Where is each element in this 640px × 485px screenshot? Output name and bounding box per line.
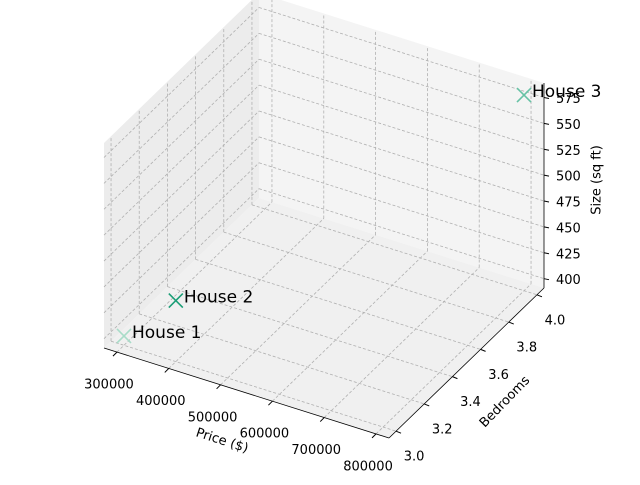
y-tick [480, 348, 486, 352]
data-point [516, 87, 532, 103]
z-tick-label: 425 [556, 247, 581, 262]
x-tick-label: 700000 [291, 443, 341, 458]
x-axis-line [103, 347, 390, 439]
grid-line [103, 188, 260, 339]
marker-stroke [168, 292, 184, 309]
z-tick-label: 525 [556, 144, 581, 159]
x-tick-label: 600000 [240, 427, 290, 442]
z-tick-label: 475 [556, 196, 581, 211]
y-tick-label: 3.4 [460, 395, 481, 410]
z-tick [543, 174, 550, 177]
z-tick-label: 550 [556, 118, 581, 133]
grid-line [103, 7, 260, 158]
x-tick-label: 800000 [343, 459, 393, 474]
z-tick [543, 278, 550, 281]
x-tick [112, 351, 118, 357]
z-tick [543, 252, 550, 255]
data-point [116, 328, 132, 344]
z-axis-title: Size (sq ft) [590, 145, 605, 215]
grid-line [103, 84, 260, 236]
x-tick [268, 400, 273, 406]
y-axis-line [388, 287, 545, 439]
point-label: House 1 [132, 323, 202, 343]
y-tick-label: 3.8 [516, 341, 537, 356]
grid-line [103, 162, 260, 314]
marker-stroke [116, 328, 132, 344]
z-tick [543, 148, 550, 151]
y-tick-label: 3.0 [404, 450, 425, 465]
z-tick-label: 500 [556, 170, 581, 185]
x-tick-label: 300000 [84, 378, 134, 393]
y-tick [395, 430, 402, 434]
point-label: House 2 [184, 288, 254, 308]
z-tick-label: 575 [556, 92, 581, 107]
y-tick-label: 3.6 [488, 368, 509, 383]
grid-line [272, 250, 428, 402]
y-tick-label: 3.2 [432, 422, 453, 437]
x-tick-label: 500000 [188, 410, 238, 425]
marker-stroke [516, 87, 532, 103]
z-tick [543, 122, 550, 125]
z-tick-label: 450 [556, 221, 581, 236]
grid-line [103, 110, 260, 262]
data-point [168, 292, 184, 309]
z-tick-label: 400 [556, 273, 581, 288]
z-tick [543, 226, 550, 229]
x-tick [164, 368, 170, 373]
grid-line [375, 283, 532, 435]
z-tick [543, 97, 550, 99]
back-pane [259, 0, 544, 288]
x-tick [216, 384, 221, 390]
grid-line [103, 58, 260, 210]
y-tick [508, 321, 514, 325]
grid-line [220, 234, 376, 386]
point-label: House 3 [532, 82, 602, 102]
x-tick-label: 400000 [136, 394, 186, 409]
y-tick [452, 376, 458, 380]
x-tick [371, 433, 377, 439]
y-tick [424, 403, 430, 407]
z-tick [543, 200, 550, 203]
grid-line [116, 201, 273, 353]
grid-line [323, 267, 480, 418]
x-tick [319, 417, 325, 422]
grid-line [103, 33, 260, 184]
y-tick-label: 4.0 [545, 313, 566, 328]
left-pane [104, 0, 259, 348]
grid-line [168, 218, 325, 369]
grid-line [103, 136, 260, 288]
y-tick [536, 294, 543, 298]
